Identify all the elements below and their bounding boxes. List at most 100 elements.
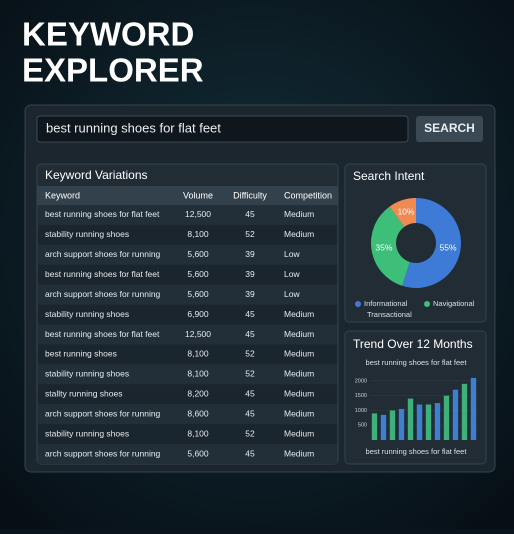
donut-slice (402, 198, 462, 288)
table-cell: arch support shoes for running (45, 249, 161, 259)
table-row (38, 444, 337, 464)
table-cell: 45 (245, 389, 255, 399)
bar (470, 377, 477, 440)
table-cell: stability running shoes (45, 428, 129, 438)
bar (416, 404, 423, 440)
table-cell: Medium (284, 229, 314, 239)
table-row (38, 384, 337, 405)
bar (398, 408, 405, 440)
table-cell: 45 (245, 209, 255, 219)
trend-subtitle: best running shoes for flat feet (366, 358, 468, 367)
table-cell: 52 (245, 229, 255, 239)
y-tick-label: 2000 (355, 378, 367, 384)
legend-label: Navigational (433, 299, 475, 308)
slice-label: 55% (440, 242, 457, 252)
column-header: Keyword (45, 190, 80, 200)
donut-slice (371, 206, 410, 286)
table-cell: Low (284, 249, 300, 259)
bar (371, 413, 378, 440)
intent-panel (344, 163, 487, 323)
slice-label: 35% (375, 242, 392, 252)
table-row (38, 284, 337, 305)
table-row (38, 424, 337, 445)
table-cell: 39 (245, 249, 255, 259)
y-tick-label: 1500 (355, 393, 367, 399)
table-cell: Low (284, 289, 300, 299)
table-cell: stability running shoes (45, 229, 129, 239)
trend-title: Trend Over 12 Months (353, 337, 473, 351)
table-cell: stability running shoes (45, 309, 129, 319)
bar (443, 395, 450, 440)
table-cell: arch support shoes for running (45, 448, 161, 458)
bar (461, 383, 468, 440)
search-query: best running shoes for flat feet (46, 120, 221, 135)
column-header: Difficulty (233, 190, 267, 200)
table-cell: best running shoes for flat feet (45, 209, 160, 219)
table-cell: 45 (245, 408, 255, 418)
table-cell: 12,500 (185, 209, 211, 219)
trend-caption: best running shoes for flat feet (366, 447, 468, 456)
legend-swatch (355, 301, 361, 307)
legend-label: Transactional (367, 310, 412, 319)
bar (407, 398, 414, 440)
table-row (38, 304, 337, 325)
table-cell: Medium (284, 408, 314, 418)
table-cell: best running shoes for flat feet (45, 269, 160, 279)
table-row (38, 224, 337, 245)
table-row (38, 205, 337, 225)
table-cell: 45 (245, 309, 255, 319)
slice-label: 10% (397, 206, 414, 216)
table-cell: Medium (284, 309, 314, 319)
table-cell: 5,600 (187, 269, 209, 279)
table-cell: Medium (284, 369, 314, 379)
table-cell: Medium (284, 448, 314, 458)
donut-chart: 55% 35% 10% Informational Navigational Transa… (355, 198, 475, 319)
table-cell: 12,500 (185, 329, 211, 339)
table-row (38, 364, 337, 385)
table-cell: 5,600 (187, 448, 209, 458)
table-row (38, 404, 337, 425)
y-tick-label: 500 (358, 423, 367, 429)
table-cell: Medium (284, 428, 314, 438)
table-cell: Medium (284, 329, 314, 339)
trend-panel (344, 330, 487, 465)
search-button-label: SEARCH (424, 121, 475, 135)
table-cell: Medium (284, 209, 314, 219)
table-cell: 8,600 (187, 408, 209, 418)
column-header: Volume (183, 190, 213, 200)
table-cell: stability running shoes (45, 369, 129, 379)
legend-label: Informational (364, 299, 408, 308)
table-cell: 8,100 (187, 369, 209, 379)
table-cell: Low (284, 269, 300, 279)
table-cell: 8,100 (187, 229, 209, 239)
table-cell: 45 (245, 329, 255, 339)
table-cell: best running shoes (45, 349, 117, 359)
table-row (38, 244, 337, 265)
title-line: EXPLORER (22, 52, 204, 89)
legend-swatch (424, 301, 430, 307)
table-row (38, 344, 337, 365)
table-cell: 8,200 (187, 389, 209, 399)
bar (380, 414, 387, 440)
table-row (38, 264, 337, 285)
table-cell: 39 (245, 289, 255, 299)
table-cell: Medium (284, 389, 314, 399)
bar (389, 410, 396, 440)
bar (434, 403, 441, 440)
table-body: Keyword Volume Difficulty Competition best r… (38, 190, 337, 464)
table-cell: Medium (284, 349, 314, 359)
search-button[interactable] (416, 116, 483, 142)
table-cell: 8,100 (187, 349, 209, 359)
search-input[interactable] (36, 115, 409, 143)
table-cell: stallty running shoes (45, 389, 123, 399)
table-cell: arch support shoes for running (45, 289, 161, 299)
y-tick-label: 1000 (355, 408, 367, 414)
bar-chart: 500 1000 1500 2000 (355, 377, 478, 440)
bar (452, 389, 459, 440)
table-cell: 52 (245, 369, 255, 379)
intent-title: Search Intent (353, 169, 425, 183)
table-cell: 52 (245, 349, 255, 359)
table-cell: 5,600 (187, 289, 209, 299)
